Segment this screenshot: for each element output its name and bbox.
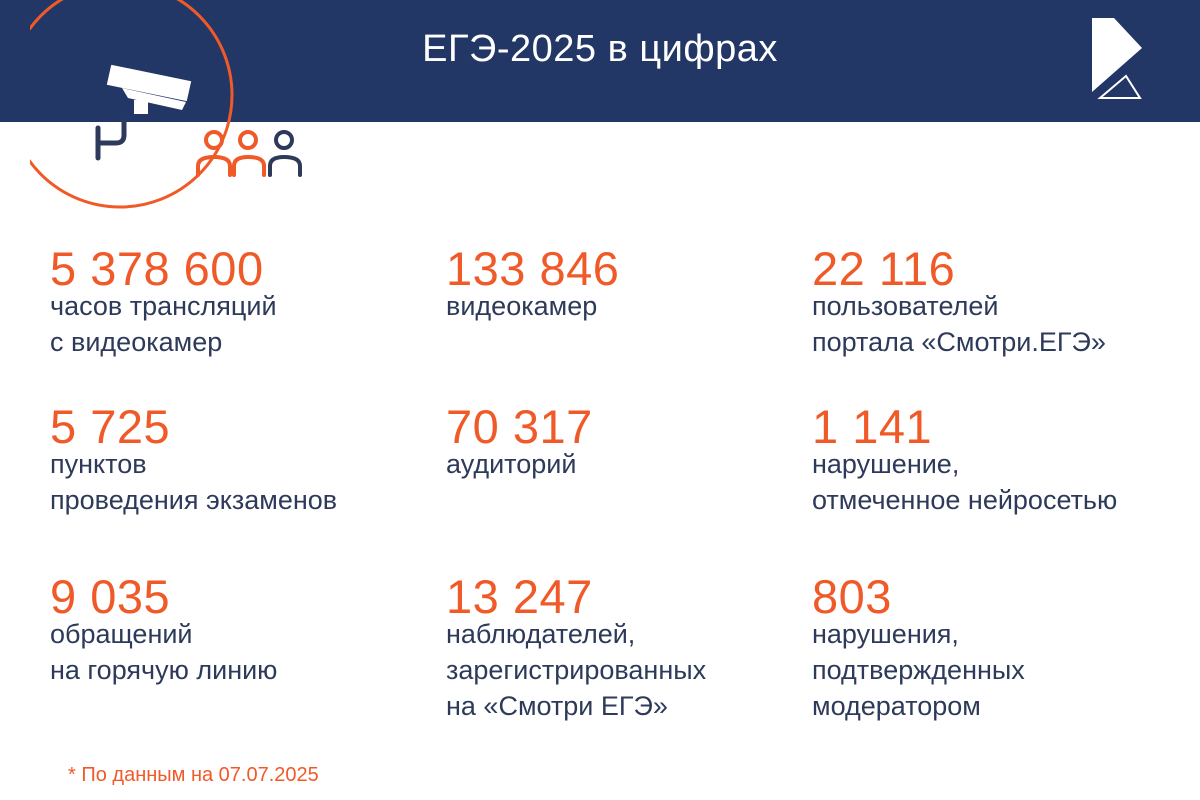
- stat-description: обращений на горячую линию: [50, 616, 277, 688]
- stat-description-line: проведения экзаменов: [50, 485, 338, 515]
- stat-cameras: 133 846 видеокамер: [446, 242, 620, 324]
- stat-description-line: отмеченное нейросетью: [812, 485, 1118, 515]
- stat-description: видеокамер: [446, 288, 619, 324]
- stat-exam-points: 5 725 пунктов проведения экзаменов: [50, 400, 337, 518]
- stat-number: 9 035: [50, 570, 171, 623]
- stat-moderator-violations: 803 нарушения, подтвержденных модераторо…: [812, 570, 1025, 724]
- surveillance-camera-icon: [95, 64, 192, 161]
- stat-number: 803: [812, 570, 892, 623]
- stat-description-line: обращений: [50, 619, 193, 649]
- stat-description-line: подтвержденных: [812, 655, 1025, 685]
- stat-description-line: видеокамер: [446, 291, 598, 321]
- stat-hotline-calls: 9 035 обращений на горячую линию: [50, 570, 277, 688]
- stat-description-line: пунктов: [50, 449, 147, 479]
- stat-classrooms: 70 317 аудиторий: [446, 400, 593, 482]
- stat-description: пользователей портала «Смотри.ЕГЭ»: [812, 288, 1106, 360]
- stat-number: 70 317: [446, 400, 593, 453]
- stat-description: нарушения, подтвержденных модератором: [812, 616, 1025, 724]
- stat-description-line: наблюдателей,: [446, 619, 636, 649]
- stat-description-line: на горячую линию: [50, 655, 278, 685]
- emblem: [30, 0, 302, 209]
- header-bar: [0, 0, 1200, 122]
- stat-portal-users: 22 116 пользователей портала «Смотри.ЕГЭ…: [812, 242, 1106, 360]
- footnote: * По данным на 07.07.2025: [68, 764, 319, 786]
- page-title: ЕГЭ-2025 в цифрах: [422, 28, 778, 70]
- people-icon: [196, 130, 302, 177]
- stat-description-line: аудиторий: [446, 449, 577, 479]
- stat-description: наблюдателей, зарегистрированных на «Смо…: [446, 616, 706, 724]
- stat-description: пунктов проведения экзаменов: [50, 446, 337, 518]
- stat-number: 5 378 600: [50, 242, 264, 295]
- stat-broadcast-hours: 5 378 600 часов трансляций с видеокамер: [50, 242, 277, 360]
- stat-number: 13 247: [446, 570, 593, 623]
- stat-description: аудиторий: [446, 446, 593, 482]
- stat-description-line: модератором: [812, 691, 981, 721]
- stat-ai-violations: 1 141 нарушение, отмеченное нейросетью: [812, 400, 1117, 518]
- stat-description: нарушение, отмеченное нейросетью: [812, 446, 1117, 518]
- stat-description-line: портала «Смотри.ЕГЭ»: [812, 327, 1106, 357]
- stat-description-line: на «Смотри ЕГЭ»: [446, 691, 668, 721]
- rostelecom-logo-icon: [1092, 18, 1142, 99]
- stat-description-line: часов трансляций: [50, 291, 277, 321]
- stat-description-line: нарушение,: [812, 449, 960, 479]
- stat-number: 133 846: [446, 242, 620, 295]
- stat-observers: 13 247 наблюдателей, зарегистрированных …: [446, 570, 706, 724]
- stat-number: 5 725: [50, 400, 171, 453]
- stat-number: 1 141: [812, 400, 933, 453]
- stat-description-line: зарегистрированных: [446, 655, 707, 685]
- stat-description-line: пользователей: [812, 291, 999, 321]
- stat-description: часов трансляций с видеокамер: [50, 288, 277, 360]
- stat-number: 22 116: [812, 242, 956, 295]
- stat-description-line: с видеокамер: [50, 327, 223, 357]
- stat-description-line: нарушения,: [812, 619, 959, 649]
